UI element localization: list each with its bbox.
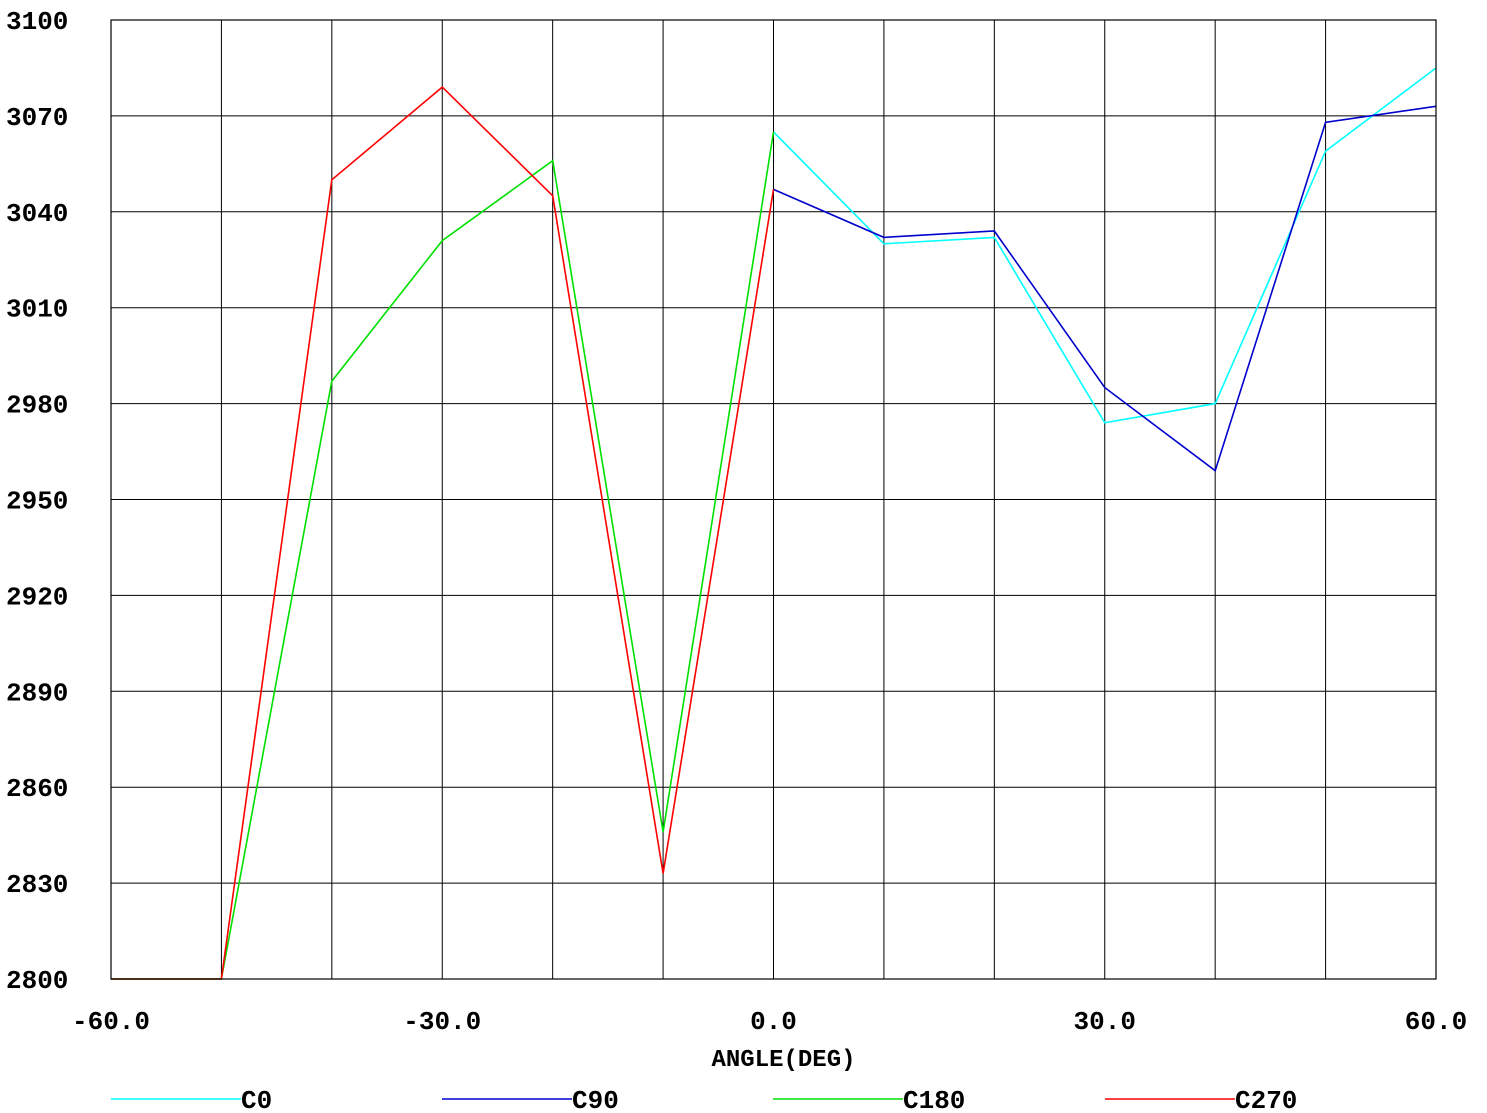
series-line-c0 bbox=[772, 67, 1437, 424]
legend-label-c180: C180 bbox=[903, 1086, 965, 1113]
legend: C0 C90 C180 C270 bbox=[111, 1086, 1297, 1113]
legend-label-c0: C0 bbox=[241, 1086, 272, 1113]
y-tick-label: 3040 bbox=[6, 199, 68, 229]
y-tick-label: 2800 bbox=[6, 966, 68, 996]
y-tick-label: 2950 bbox=[6, 487, 68, 517]
y-tick-label: 2980 bbox=[6, 391, 68, 421]
legend-label-c90: C90 bbox=[572, 1086, 619, 1113]
x-tick-label: -60.0 bbox=[72, 1007, 150, 1037]
x-axis-tick-labels: -60.0 -30.0 0.0 30.0 60.0 bbox=[72, 1007, 1467, 1037]
x-tick-label: 0.0 bbox=[750, 1007, 797, 1037]
x-tick-label: -30.0 bbox=[403, 1007, 481, 1037]
legend-label-c270: C270 bbox=[1235, 1086, 1297, 1113]
plot-frame bbox=[110, 19, 1437, 980]
series-line-c90 bbox=[773, 105, 1437, 473]
y-tick-label: 3070 bbox=[6, 103, 68, 133]
y-tick-label: 2890 bbox=[6, 678, 68, 708]
y-tick-label: 2830 bbox=[6, 870, 68, 900]
y-tick-label: 2860 bbox=[6, 774, 68, 804]
y-axis-tick-labels: 2800 2830 2860 2890 2920 2950 2980 3010 3040 3070… bbox=[6, 7, 68, 996]
x-tick-label: 60.0 bbox=[1405, 1007, 1467, 1037]
x-tick-label: 30.0 bbox=[1074, 1007, 1136, 1037]
x-axis-title: ANGLE(DEG) bbox=[711, 1047, 855, 1074]
y-tick-label: 3100 bbox=[6, 7, 68, 37]
y-tick-label: 3010 bbox=[6, 295, 68, 325]
y-tick-label: 2920 bbox=[6, 582, 68, 612]
